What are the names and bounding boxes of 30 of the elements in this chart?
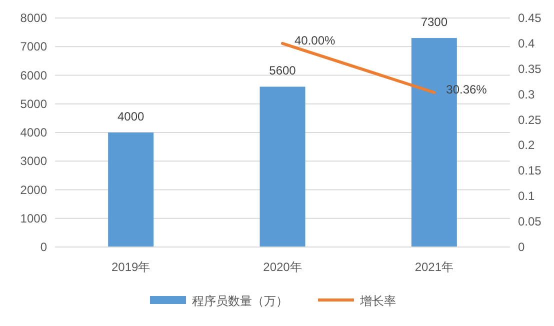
data-label: 5600 (269, 64, 296, 78)
y-tick-label: 4000 (20, 126, 48, 140)
y-tick-label: 1000 (20, 211, 48, 226)
y2-tick-label: 0.25 (518, 112, 542, 127)
y-tick-label: 0 (40, 240, 48, 254)
data-label: 4000 (117, 110, 145, 124)
y-tick-label: 5000 (20, 96, 48, 111)
bar (108, 132, 154, 247)
y2-tick-label: 0.4 (518, 36, 536, 50)
y2-tick-label: 0.15 (518, 164, 542, 178)
y2-tick-label: 0.3 (518, 87, 536, 102)
x-tick-label: 2019年 (111, 260, 150, 274)
data-label: 7300 (420, 15, 448, 30)
y-tick-label: 6000 (20, 68, 48, 82)
y2-tick-label: 0.1 (518, 189, 536, 204)
y2-tick-label: 0.2 (518, 138, 536, 152)
y-tick-label: 2000 (20, 182, 48, 197)
y2-tick-label: 0.45 (518, 11, 542, 25)
x-tick-label: 2020年 (263, 260, 302, 274)
y-tick-label: 7000 (20, 40, 48, 54)
x-tick-label: 2021年 (414, 260, 454, 274)
y2-tick-label: 0 (518, 240, 525, 254)
y2-tick-label: 0.35 (518, 62, 542, 76)
data-label: 40.00% (294, 33, 336, 48)
y-tick-label: 3000 (20, 154, 48, 168)
y2-tick-label: 0.05 (518, 214, 542, 229)
legend-label: 增长率 (359, 294, 396, 308)
y-tick-label: 8000 (20, 11, 48, 25)
bar (260, 86, 306, 247)
legend-label: 程序员数量（万） (192, 294, 288, 308)
